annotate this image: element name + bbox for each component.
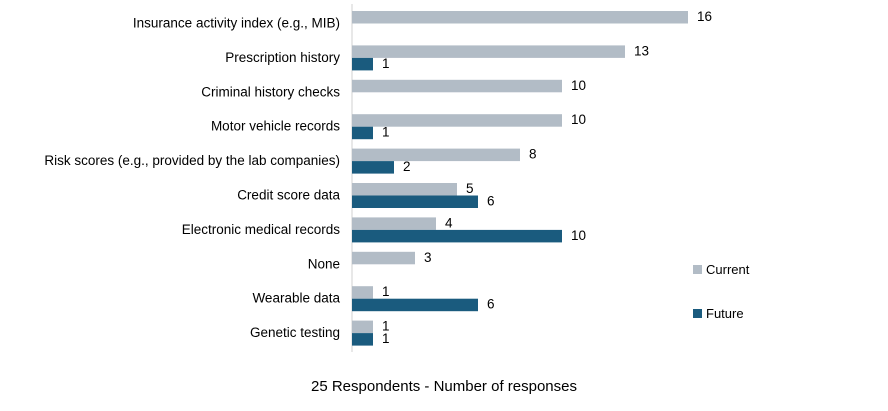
bars-group: Insurance activity index (e.g., MIB) 16Pr… <box>44 9 712 346</box>
category-label-wearable-data: Wearable data <box>252 291 340 306</box>
bar-current-credit-score-data <box>352 183 457 196</box>
data-label-current-prescription-history: 13 <box>634 43 649 58</box>
data-label-future-genetic-testing: 1 <box>382 331 390 346</box>
data-label-future-risk-scores-e-g-provided-by-the-lab-companies: 2 <box>403 159 411 174</box>
data-label-future-wearable-data: 6 <box>487 297 495 312</box>
data-label-current-risk-scores-e-g-provided-by-the-lab-companies: 8 <box>529 147 537 162</box>
category-label-motor-vehicle-records: Motor vehicle records <box>211 119 340 134</box>
bar-future-risk-scores-e-g-provided-by-the-lab-companies <box>352 161 394 174</box>
bar-current-genetic-testing <box>352 320 373 334</box>
data-label-future-motor-vehicle-records: 1 <box>382 125 390 140</box>
x-axis-label: 25 Respondents - Number of responses <box>311 378 577 395</box>
category-label-risk-scores-e-g-provided-by-the-lab-companies: Risk scores (e.g., provided by the lab c… <box>44 153 340 168</box>
legend-swatch-current <box>693 265 702 274</box>
data-label-future-electronic-medical-records: 10 <box>571 228 586 243</box>
bar-current-insurance-activity-index-e-g-mib <box>352 11 688 24</box>
bar-future-prescription-history <box>352 57 373 71</box>
data-label-future-credit-score-data: 6 <box>487 194 495 209</box>
legend-label-future: Future <box>706 306 744 321</box>
bar-future-genetic-testing <box>352 333 373 346</box>
category-label-genetic-testing: Genetic testing <box>250 325 340 340</box>
legend-item-current: Current <box>693 262 749 277</box>
category-label-criminal-history-checks: Criminal history checks <box>201 84 340 99</box>
data-label-current-criminal-history-checks: 10 <box>571 78 586 93</box>
bar-current-wearable-data <box>352 286 373 299</box>
bar-current-criminal-history-checks <box>352 79 562 93</box>
bar-future-motor-vehicle-records <box>352 126 373 140</box>
bar-future-wearable-data <box>352 298 478 312</box>
category-label-insurance-activity-index-e-g-mib: Insurance activity index (e.g., MIB) <box>133 16 340 31</box>
data-label-current-electronic-medical-records: 4 <box>445 215 453 230</box>
data-label-current-insurance-activity-index-e-g-mib: 16 <box>697 9 712 24</box>
bar-current-motor-vehicle-records <box>352 114 562 127</box>
data-label-current-none: 3 <box>424 250 432 265</box>
bar-current-prescription-history <box>352 45 625 58</box>
category-label-credit-score-data: Credit score data <box>237 188 340 203</box>
legend-label-current: Current <box>706 262 750 277</box>
bar-current-electronic-medical-records <box>352 217 436 230</box>
data-label-current-wearable-data: 1 <box>382 284 390 299</box>
bar-future-electronic-medical-records <box>352 229 562 243</box>
legend-item-future: Future <box>693 306 744 321</box>
category-label-electronic-medical-records: Electronic medical records <box>182 222 341 237</box>
bar-future-credit-score-data <box>352 195 478 208</box>
bar-current-risk-scores-e-g-provided-by-the-lab-companies <box>352 148 520 162</box>
data-label-current-credit-score-data: 5 <box>466 181 474 196</box>
bar-current-none <box>352 251 415 265</box>
legend-swatch-future <box>693 309 702 318</box>
data-label-current-motor-vehicle-records: 10 <box>571 112 586 127</box>
category-label-none: None <box>308 256 340 271</box>
category-label-prescription-history: Prescription history <box>225 50 340 65</box>
data-label-current-genetic-testing: 1 <box>382 319 390 334</box>
data-label-future-prescription-history: 1 <box>382 56 390 71</box>
